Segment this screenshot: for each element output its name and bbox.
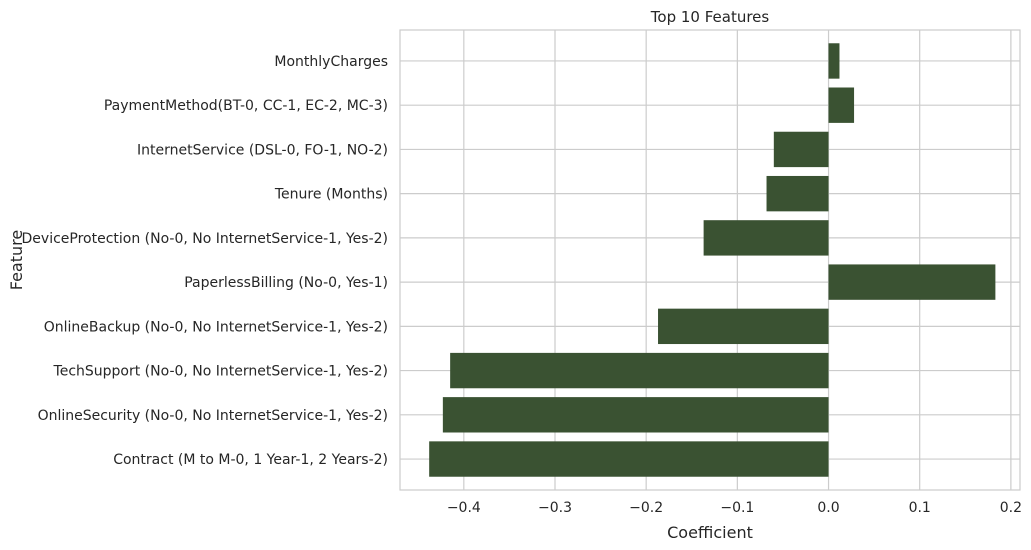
y-tick-labels: MonthlyCharges PaymentMethod(BT-0, CC-1, … — [22, 54, 388, 468]
x-axis-title: Coefficient — [667, 523, 753, 542]
bar — [828, 264, 996, 300]
bar — [766, 175, 829, 212]
bar — [429, 441, 829, 477]
bar — [703, 220, 829, 256]
x-tick-label: −0.2 — [629, 500, 663, 516]
y-axis-title: Feature — [7, 230, 26, 290]
x-tick-label: 0.0 — [817, 500, 839, 516]
bars — [429, 43, 996, 477]
x-tick-label: 0.2 — [1000, 500, 1022, 516]
y-tick-label: Tenure (Months) — [274, 187, 388, 203]
x-tick-labels: −0.4 −0.3 −0.2 −0.1 0.0 0.1 0.2 — [447, 500, 1022, 516]
x-tick-label: −0.3 — [538, 500, 572, 516]
bar — [442, 397, 829, 433]
bar — [828, 87, 855, 123]
bar — [658, 308, 829, 345]
y-tick-label: OnlineSecurity (No-0, No InternetService… — [38, 408, 388, 424]
chart-title: Top 10 Features — [650, 8, 770, 26]
bar — [828, 43, 840, 79]
x-tick-label: 0.1 — [909, 500, 931, 516]
y-tick-label: OnlineBackup (No-0, No InternetService-1… — [44, 319, 388, 335]
y-tick-label: Contract (M to M-0, 1 Year-1, 2 Years-2) — [113, 452, 388, 468]
bar — [450, 352, 829, 389]
y-gridlines — [400, 60, 1020, 460]
y-tick-label: InternetService (DSL-0, FO-1, NO-2) — [137, 142, 388, 158]
y-tick-label: TechSupport (No-0, No InternetService-1,… — [53, 364, 388, 380]
y-tick-label: PaymentMethod(BT-0, CC-1, EC-2, MC-3) — [104, 98, 388, 114]
x-tick-label: −0.1 — [720, 500, 754, 516]
y-tick-label: DeviceProtection (No-0, No InternetServi… — [22, 231, 388, 247]
y-tick-label: MonthlyCharges — [274, 54, 388, 70]
x-tick-label: −0.4 — [447, 500, 481, 516]
bar — [773, 131, 829, 168]
y-tick-label: PaperlessBilling (No-0, Yes-1) — [184, 275, 388, 291]
